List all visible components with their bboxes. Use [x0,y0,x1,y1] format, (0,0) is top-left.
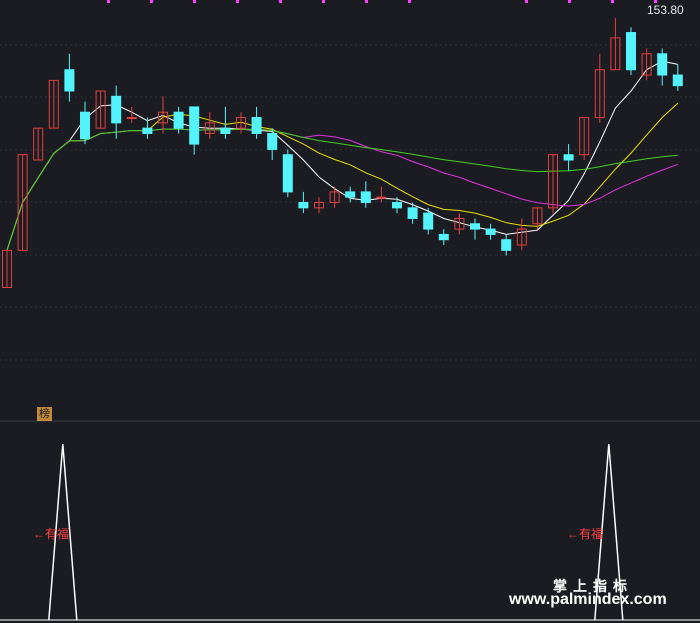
top-marker-10 [611,0,614,3]
candle-body-4 [64,69,75,92]
candle-body-17 [267,132,278,150]
top-marker-6 [365,0,368,3]
candle-body-24 [376,196,387,199]
top-marker-8 [525,0,528,3]
candle-body-8 [126,117,137,120]
watermark-url: www.palmindex.com [509,591,667,608]
candle-body-41 [641,53,652,76]
top-marker-1 [150,0,153,3]
candle-body-12 [189,106,200,145]
candle-body-37 [579,117,590,156]
candle-body-29 [454,217,465,230]
candle-body-13 [204,122,215,134]
candle-body-40 [626,32,636,71]
candle-body-9 [142,127,153,134]
candle-body-31 [485,228,496,235]
ma10-line [6,102,679,251]
candle-body-27 [423,212,434,230]
indicator-tag: 榜 [37,407,52,421]
signal-label-2: ←有福 [567,525,603,542]
indicator-spike-1 [594,443,624,621]
signal-text-1: 有福 [45,527,70,541]
top-marker-9 [568,0,571,3]
candle-body-32 [501,239,512,251]
top-marker-3 [236,0,239,3]
candle-body-42 [657,53,668,76]
candle-body-5 [80,111,90,140]
top-marker-4 [279,0,282,3]
indicator-spike-0 [48,443,78,621]
top-marker-7 [408,0,411,3]
signal-label-1: ←有福 [33,525,69,542]
candle-body-3 [48,79,59,129]
candle-body-28 [438,233,449,241]
candle-body-16 [251,117,262,134]
candle-body-30 [470,223,480,230]
ma20-line [6,128,678,251]
signal-text-2: 有福 [579,527,604,541]
signal-arrow-icon: ← [33,527,45,541]
candle-body-23 [360,191,371,204]
top-marker-0 [107,0,110,3]
candle-body-10 [158,111,168,124]
candle-body-43 [672,74,683,87]
candle-body-26 [407,207,418,219]
candle-body-25 [392,202,402,209]
candle-body-7 [111,95,122,124]
candle-body-11 [173,111,184,129]
top-marker-2 [193,0,196,3]
ma5-line [6,60,678,251]
watermark-cn: 掌上指标 [553,578,633,594]
ma60-line [6,128,678,251]
candle-body-35 [548,154,558,209]
candle-body-18 [282,154,293,193]
candle-body-34 [532,207,543,225]
candle-body-36 [563,154,574,161]
top-marker-5 [322,0,325,3]
candle-body-20 [314,202,324,209]
candle-body-1 [17,154,28,251]
top-marker-11 [654,0,657,3]
candle-body-19 [298,202,309,209]
signal-arrow-icon: ← [567,527,579,541]
candle-body-2 [33,127,44,161]
candle-body-38 [594,69,605,119]
candle-body-6 [95,90,106,129]
candle-body-33 [516,228,527,246]
candle-body-21 [329,191,340,204]
candle-body-14 [220,127,231,134]
max-price-label: 153.80 [647,3,684,17]
candle-body-15 [236,117,246,129]
candle-body-39 [610,37,621,71]
candle-body-0 [2,249,12,289]
candle-body-22 [345,191,356,198]
